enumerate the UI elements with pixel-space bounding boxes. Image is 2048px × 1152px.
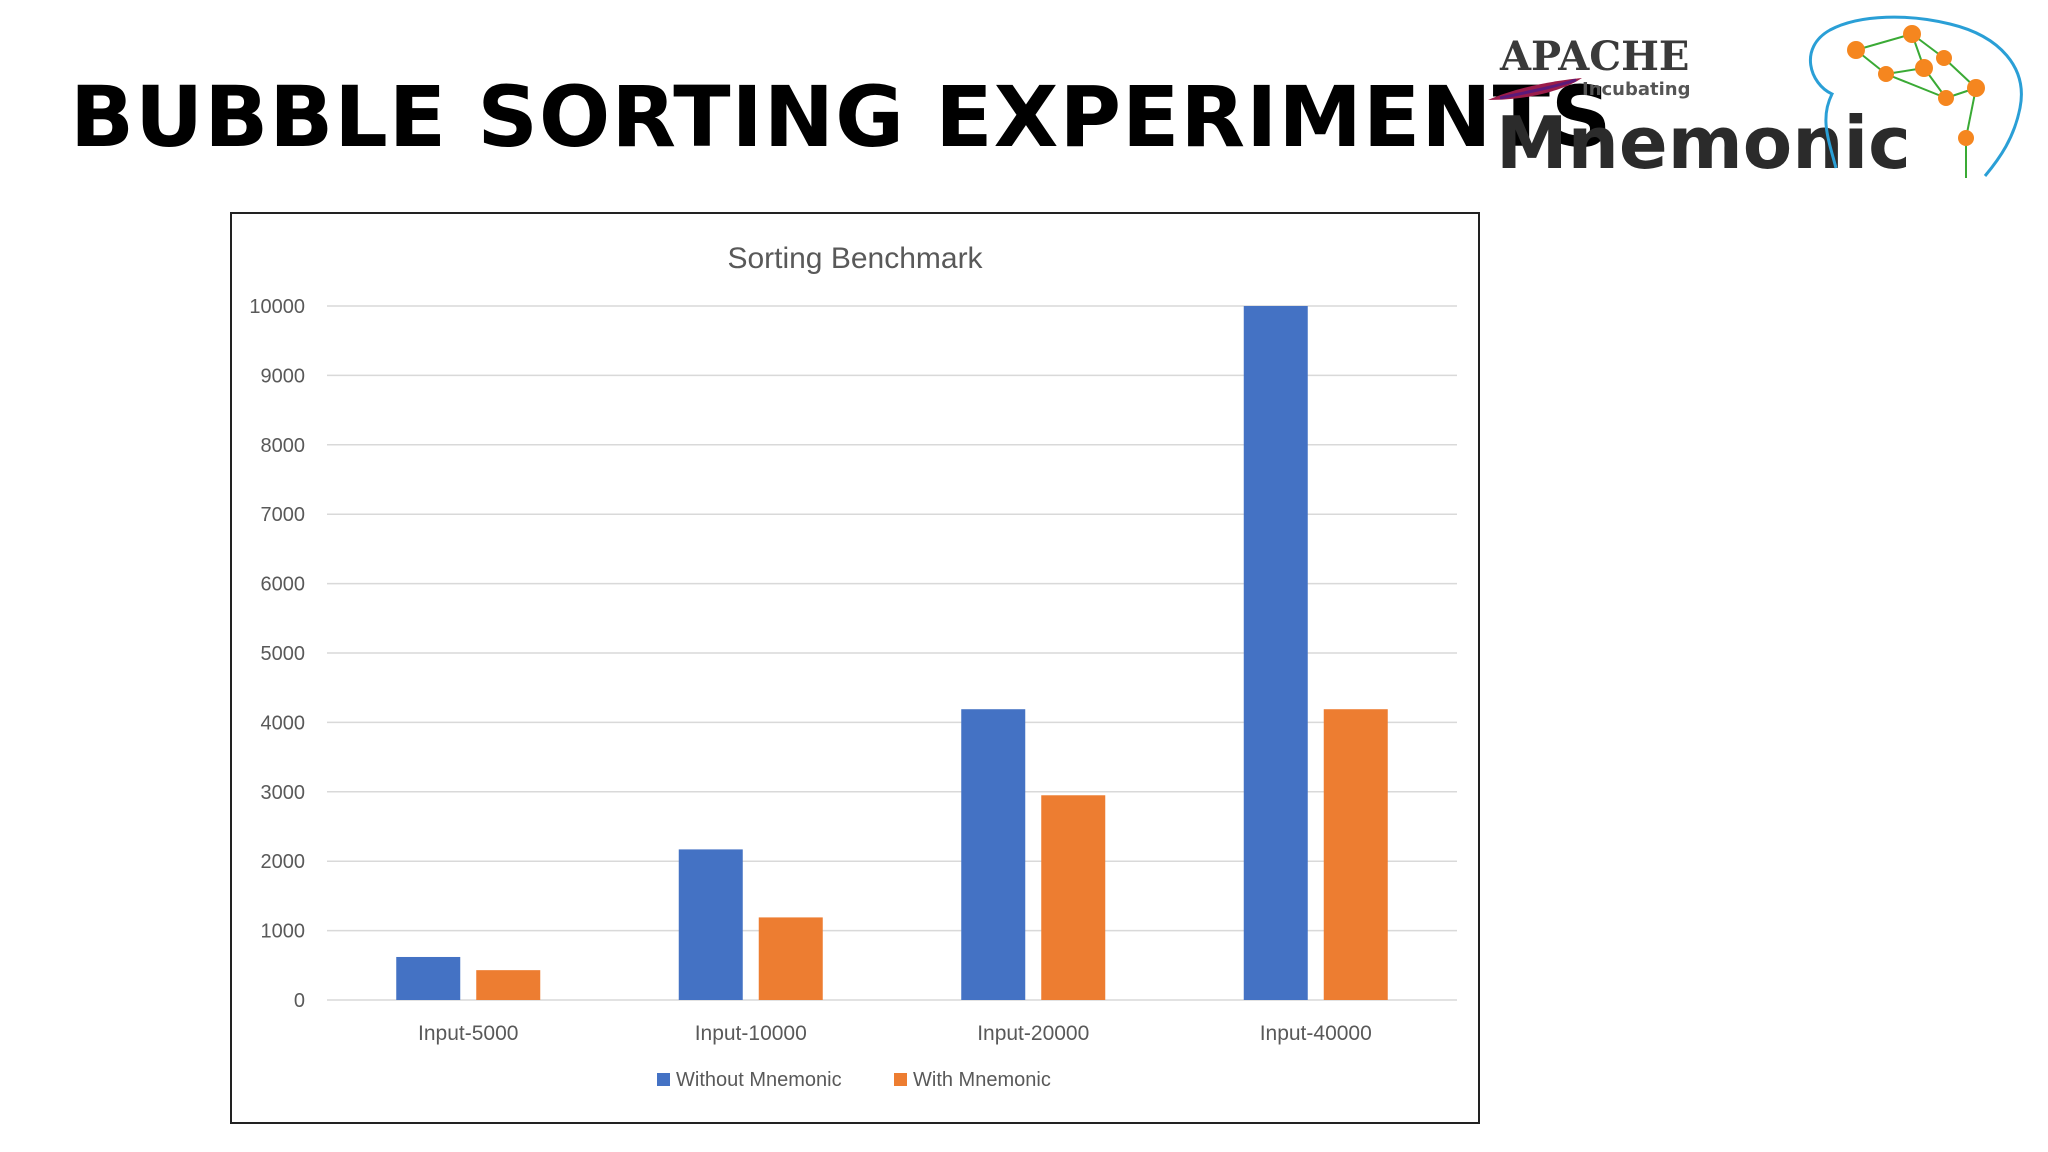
x-tick-label: Input-20000: [977, 1022, 1089, 1045]
slide-title: BUBBLE SORTING EXPERIMENTS: [70, 68, 1613, 166]
x-tick-label: Input-40000: [1260, 1022, 1372, 1045]
bar-without-mnemonic-input-5000: [396, 956, 461, 1000]
bar-with-mnemonic-input-40000: [1323, 709, 1388, 1000]
apache-mnemonic-logo: APACHE Incubating Mnemonic: [1488, 15, 2023, 185]
sorting-benchmark-chart: Sorting Benchmark 0 1000 2000 3000 4000 5000 6…: [249, 242, 1457, 1091]
legend-label: Without Mnemonic: [676, 1069, 842, 1091]
y-tick-label: 2000: [261, 851, 306, 873]
y-tick-label: 0: [294, 990, 305, 1012]
bar-with-mnemonic-input-10000: [758, 917, 823, 1000]
bar-with-mnemonic-input-20000: [1041, 795, 1106, 1000]
y-tick-label: 8000: [261, 435, 306, 457]
legend-swatch: [894, 1073, 907, 1086]
y-tick-label: 6000: [261, 574, 306, 596]
logo-incubating-text: Incubating: [1582, 79, 1691, 100]
legend-swatch: [657, 1073, 670, 1086]
y-tick-label: 10000: [249, 296, 305, 318]
y-tick-label: 9000: [261, 365, 306, 387]
y-tick-label: 1000: [261, 921, 306, 943]
x-tick-label: Input-10000: [695, 1022, 807, 1045]
bar-without-mnemonic-input-20000: [961, 709, 1026, 1000]
bar-with-mnemonic-input-5000: [476, 970, 541, 1000]
legend-label: With Mnemonic: [913, 1069, 1051, 1091]
y-tick-label: 4000: [261, 712, 306, 734]
y-tick-label: 3000: [261, 782, 306, 804]
chart-title: Sorting Benchmark: [727, 242, 983, 275]
logo-mnemonic-text: Mnemonic: [1496, 101, 1911, 185]
brain-outline-icon: [1809, 15, 2023, 177]
chart-frame: Sorting Benchmark 0 1000 2000 3000 4000 5000 6…: [230, 212, 1480, 1124]
x-tick-label: Input-5000: [418, 1022, 518, 1045]
y-tick-label: 7000: [261, 504, 306, 526]
bar-without-mnemonic-input-10000: [678, 849, 743, 1000]
logo-apache-text: APACHE: [1499, 33, 1689, 80]
bar-without-mnemonic-input-40000: [1243, 306, 1308, 1000]
y-tick-label: 5000: [261, 643, 306, 665]
